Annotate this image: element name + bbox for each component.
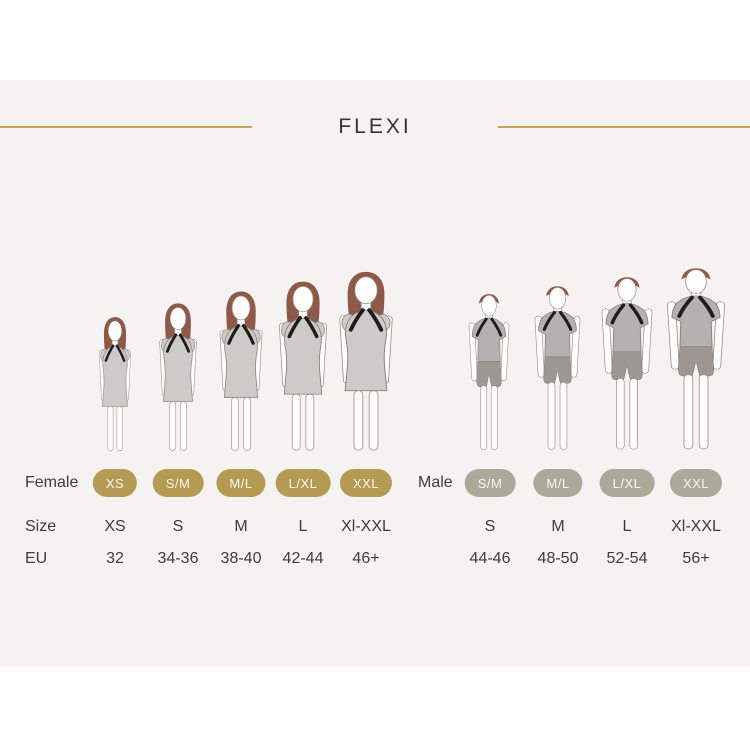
male-size-cell: L	[622, 518, 632, 535]
male-size-cell: S	[484, 518, 496, 535]
eu-row-label: EU	[25, 550, 48, 567]
title-rule-left	[0, 126, 253, 128]
female-badge-xxl: XXL	[339, 469, 393, 497]
male-row-label: Male	[418, 474, 453, 491]
male-eu-cell: 48-50	[537, 550, 579, 567]
male-badge-xxl: XXL	[669, 469, 723, 497]
page-title: FLEXI	[338, 115, 412, 138]
female-eu-cell: 32	[106, 550, 124, 567]
female-eu-cell: 46+	[352, 550, 380, 567]
female-figure-sm-icon	[150, 301, 206, 453]
female-size-cell: S	[172, 518, 184, 535]
female-figure-xs-icon	[91, 315, 139, 453]
male-size-cell: M	[551, 518, 565, 535]
female-size-cell: Xl-XXL	[341, 518, 391, 535]
female-eu-cell: 42-44	[282, 550, 324, 567]
female-eu-cell: 34-36	[157, 550, 199, 567]
male-eu-cell: 44-46	[469, 550, 511, 567]
female-size-cell: L	[298, 518, 308, 535]
male-eu-cell: 52-54	[606, 550, 648, 567]
female-badge-lxl: L/XL	[275, 469, 331, 497]
title-rule-right	[497, 126, 750, 128]
title-row: FLEXI	[0, 114, 750, 140]
female-badge-xs: XS	[92, 469, 138, 497]
female-badge-ml: M/L	[216, 469, 266, 497]
male-figure-lxl-icon	[592, 276, 662, 453]
female-size-cell: M	[234, 518, 248, 535]
male-size-cell: Xl-XXL	[671, 518, 721, 535]
male-eu-cell: 56+	[682, 550, 710, 567]
female-eu-cell: 38-40	[220, 550, 262, 567]
female-size-cell: XS	[104, 518, 126, 535]
female-figure-ml-icon	[209, 289, 273, 453]
female-row-label: Female	[25, 474, 79, 491]
female-figure-xxl-icon	[326, 269, 406, 453]
male-badge-lxl: L/XL	[599, 469, 655, 497]
male-figure-sm-icon	[461, 293, 517, 453]
size-row-label: Size	[25, 518, 57, 535]
male-figure-xxl-icon	[656, 267, 736, 453]
male-figure-ml-icon	[526, 285, 589, 453]
female-badge-sm: S/M	[152, 469, 204, 497]
male-badge-sm: S/M	[464, 469, 516, 497]
male-badge-ml: M/L	[533, 469, 583, 497]
